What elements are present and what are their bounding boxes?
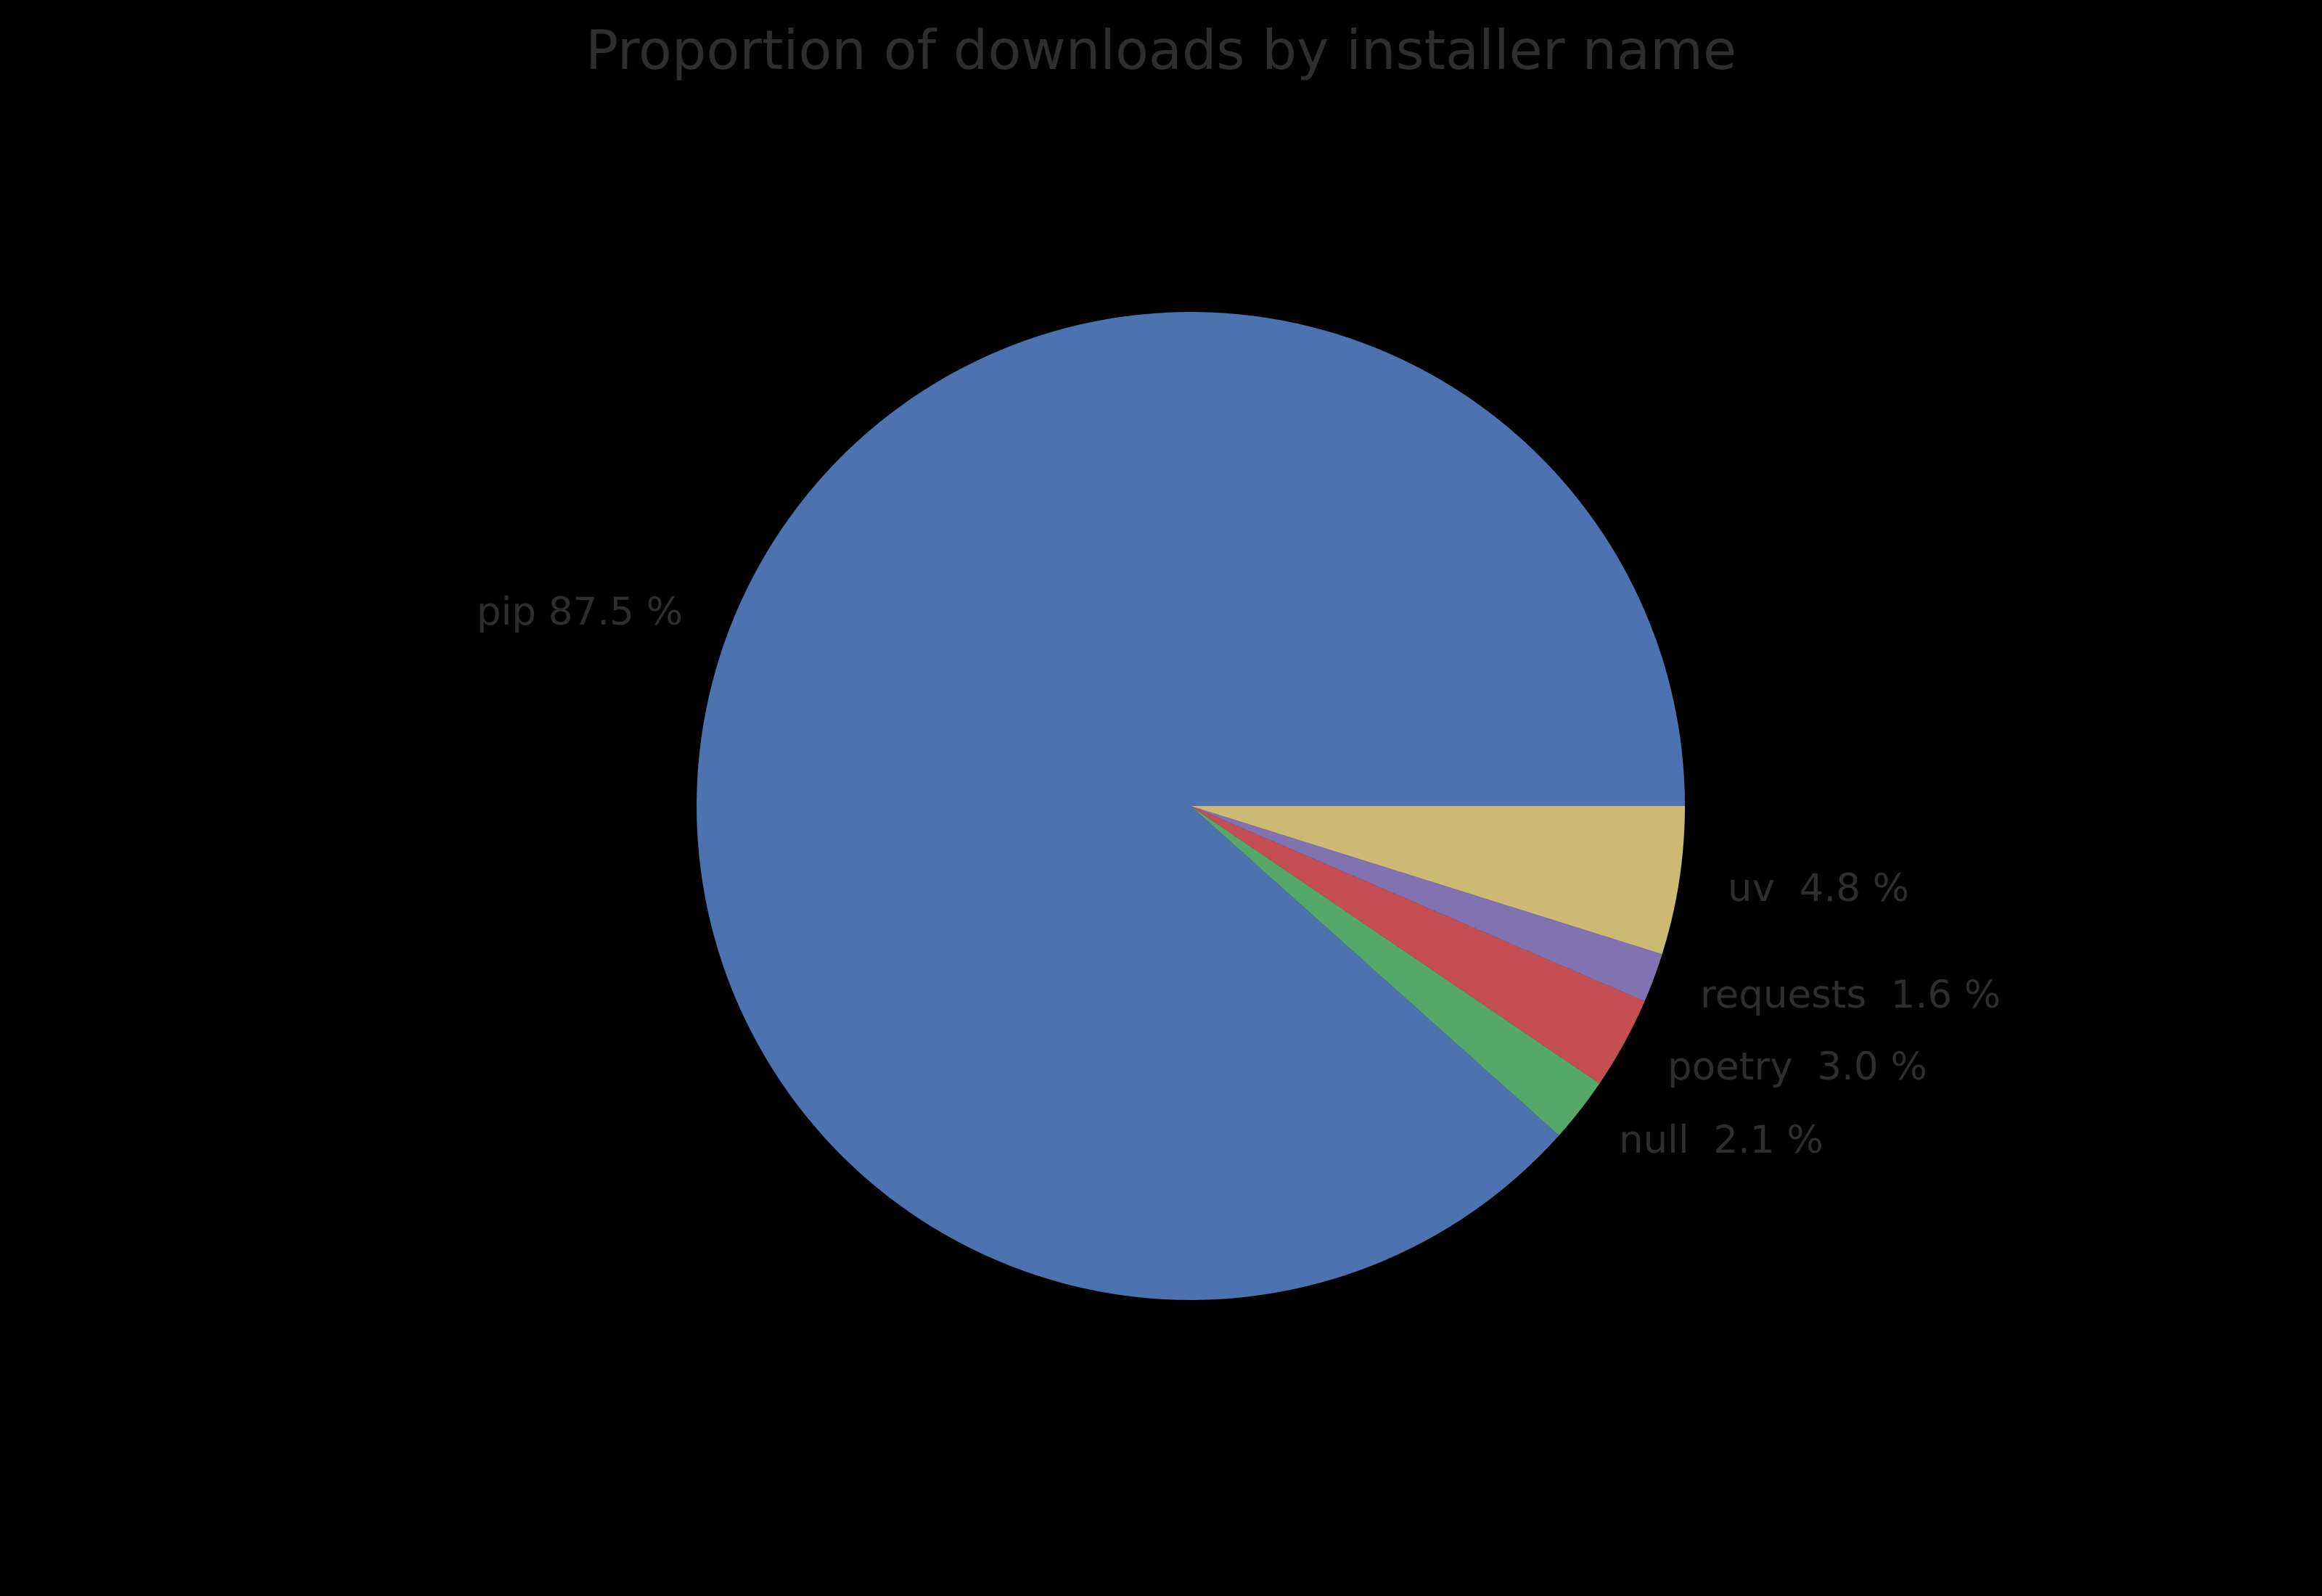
pie-slice-pip [697, 312, 1685, 1301]
pie-slice-poetry [1191, 806, 1645, 1084]
pie-label-poetry: poetry 3.0 % [1667, 1045, 1927, 1090]
pie-label-requests: requests 1.6 % [1700, 973, 2001, 1018]
pie-label-null: null 2.1 % [1619, 1118, 1823, 1163]
pie-slice-requests [1191, 806, 1662, 1002]
pie-label-pip: pip 87.5 % [476, 590, 683, 635]
pie-label-uv: uv 4.8 % [1728, 866, 1910, 911]
chart-title: Proportion of downloads by installer nam… [585, 18, 1737, 82]
pie-slice-null [1191, 806, 1600, 1136]
pie-slice-uv [1191, 806, 1685, 955]
